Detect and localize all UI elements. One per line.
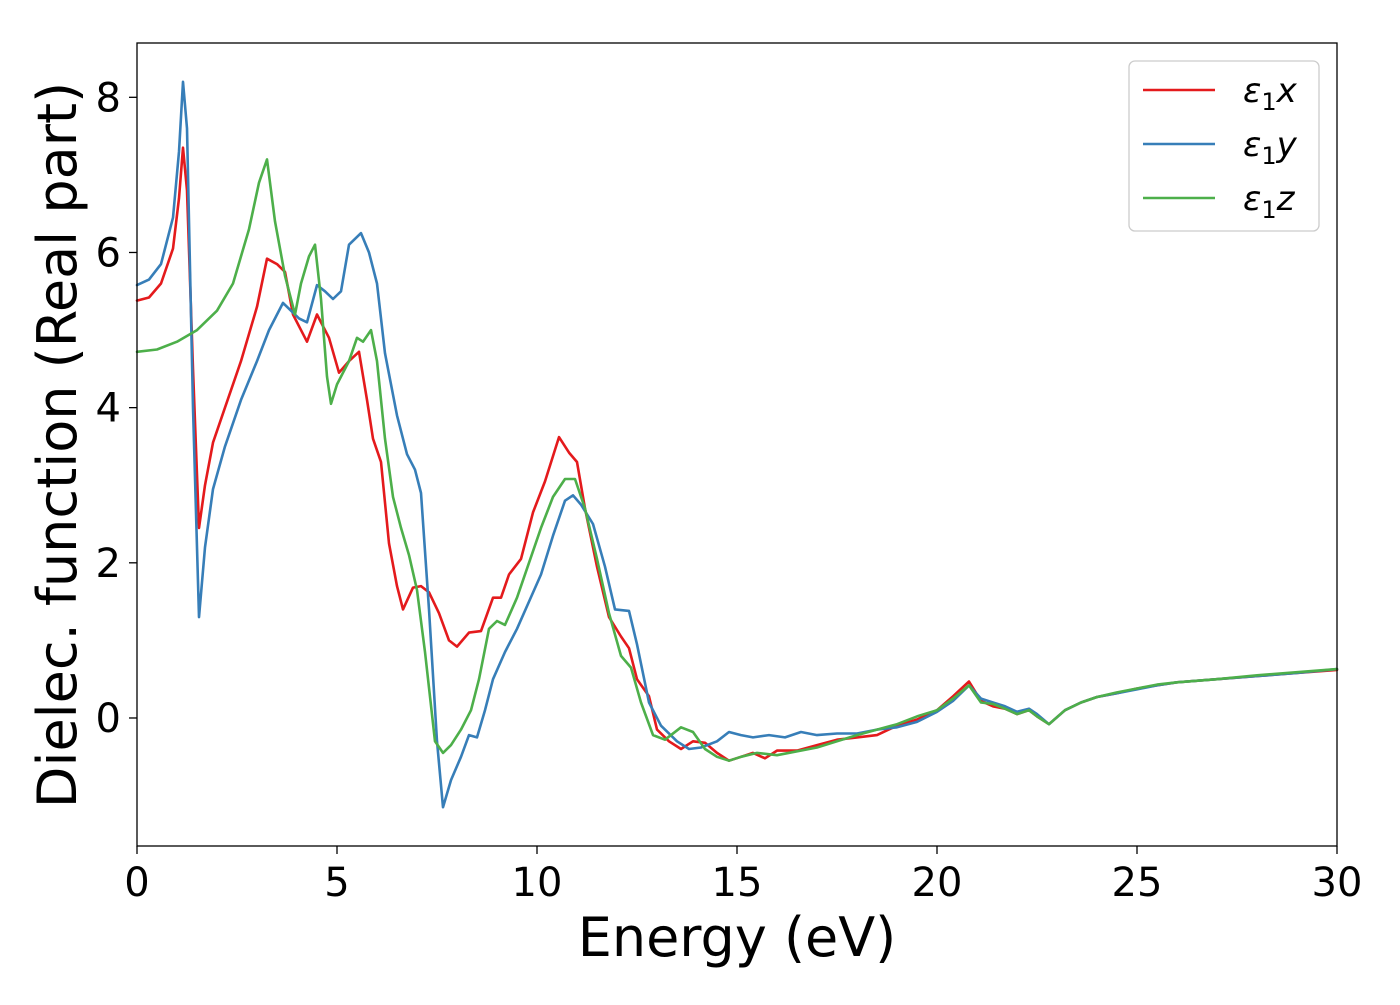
x-tick-label: 0 — [124, 860, 149, 906]
series-line-z — [135, 158, 1339, 762]
y-tick-label: 6 — [96, 230, 121, 276]
y-tick-label: 4 — [96, 386, 121, 432]
x-tick-label: 20 — [912, 860, 963, 906]
x-axis-ticks: 0 5 10 15 20 25 30 — [124, 846, 1362, 906]
series-layer — [135, 80, 1339, 809]
x-axis-title: Energy (eV) — [578, 906, 897, 969]
series-line-y — [135, 80, 1339, 809]
x-tick-label: 5 — [324, 860, 349, 906]
legend-label-x: ε1x — [1243, 71, 1298, 116]
y-axis-ticks: 0 2 4 6 8 — [96, 75, 137, 742]
y-tick-label: 8 — [96, 75, 121, 121]
y-tick-label: 0 — [96, 696, 121, 742]
y-axis-title: Dielec. function (Real part) — [26, 82, 89, 808]
x-tick-label: 10 — [512, 860, 563, 906]
x-tick-label: 30 — [1312, 860, 1363, 906]
x-tick-label: 15 — [712, 860, 763, 906]
legend-box — [1128, 60, 1320, 232]
legend-label-y: ε1y — [1243, 125, 1298, 170]
y-tick-label: 2 — [96, 541, 121, 587]
legend-label-z: ε1z — [1243, 179, 1296, 224]
legend: ε1x ε1y ε1z — [1128, 60, 1320, 232]
x-tick-label: 25 — [1112, 860, 1163, 906]
